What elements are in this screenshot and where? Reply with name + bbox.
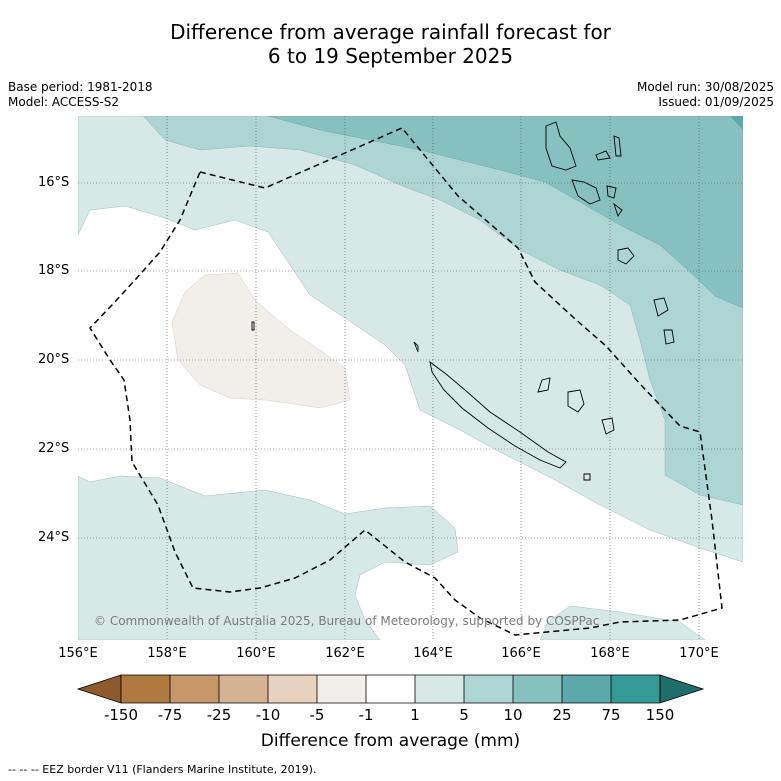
rain-zone-10-25: [267, 116, 743, 309]
loyalty-island-2: [567, 389, 585, 413]
lat-label-16s: 16°S: [38, 175, 70, 190]
rain-zone-dry-patch: [171, 272, 351, 409]
colorbar-segment-8: [464, 675, 513, 703]
vanuatu-island-2: [595, 150, 611, 161]
rain-zone-1-5-south: [78, 475, 459, 640]
colorbar-segment-9: [513, 675, 562, 703]
small-island-1: [583, 473, 591, 481]
colorbar-segment-5: [317, 675, 366, 703]
colorbar-tick-label: -5: [309, 706, 325, 724]
lon-label-170e: 170°E: [679, 646, 719, 661]
vanuatu-island-7: [617, 247, 635, 265]
vanuatu-island-4: [571, 179, 601, 205]
vanuatu-island-9: [663, 329, 675, 345]
lat-label-18s: 18°S: [38, 263, 70, 278]
base-period: Base period: 1981-2018: [8, 80, 153, 94]
colorbar-tick-label: -25: [206, 706, 232, 724]
graticule: [78, 116, 743, 640]
lon-label-160e: 160°E: [236, 646, 276, 661]
lon-label-164e: 164°E: [413, 646, 453, 661]
chart-title: Difference from average rainfall forecas…: [0, 20, 781, 68]
map-area: [78, 116, 743, 640]
copyright-notice: © Commonwealth of Australia 2025, Bureau…: [94, 614, 600, 628]
eez-border: [89, 127, 723, 636]
colorbar-low-extension: [76, 674, 122, 704]
colorbar-high-extension: [659, 674, 705, 704]
lon-label-162e: 162°E: [325, 646, 365, 661]
colorbar-segment-10: [562, 675, 611, 703]
colorbar-tick-label: 25: [552, 706, 572, 724]
model-run: Model run: 30/08/2025: [636, 80, 774, 94]
meta-right: Model run: 30/08/2025 Issued: 01/09/2025: [637, 80, 774, 110]
vanuatu-island-5: [606, 185, 617, 199]
meta-left: Base period: 1981-2018 Model: ACCESS-S2: [8, 80, 153, 110]
colorbar-tick-label: 150: [645, 706, 675, 724]
colorbar-tick-label: 1: [410, 706, 420, 724]
colorbar-segment-11: [611, 675, 660, 703]
coastlines: [251, 121, 675, 481]
small-island-3: [413, 341, 419, 353]
lon-label-158e: 158°E: [147, 646, 187, 661]
lat-label-20s: 20°S: [38, 352, 70, 367]
title-line-2: 6 to 19 September 2025: [267, 44, 514, 68]
loyalty-island-1: [537, 377, 551, 393]
issued-date: Issued: 01/09/2025: [658, 95, 774, 109]
colorbar-tick-label: 10: [503, 706, 523, 724]
colorbar-segment-3: [219, 675, 268, 703]
title-line-1: Difference from average rainfall forecas…: [170, 20, 611, 44]
colorbar-tick-label: 75: [601, 706, 621, 724]
colorbar-tick-label: -150: [103, 706, 139, 724]
colorbar-segment-4: [268, 675, 317, 703]
colorbar-segment-2: [170, 675, 219, 703]
colorbar-tick-label: 5: [459, 706, 469, 724]
loyalty-island-3: [601, 417, 615, 435]
lon-label-156e: 156°E: [58, 646, 98, 661]
vanuatu-island-1: [545, 121, 577, 171]
colorbar-segment-7: [415, 675, 464, 703]
vanuatu-island-8: [653, 297, 669, 317]
colorbar: [76, 674, 705, 704]
lat-label-24s: 24°S: [38, 530, 70, 545]
new-caledonia-coast: [429, 360, 567, 469]
rain-zone-25-75: [730, 116, 743, 130]
colorbar-segment-1: [121, 675, 170, 703]
colorbar-tick-label: -10: [255, 706, 281, 724]
colorbar-title: Difference from average (mm): [260, 731, 521, 751]
small-island-2: [251, 321, 255, 331]
colorbar-segment-6: [366, 675, 415, 703]
rain-zone-5-10: [142, 116, 743, 506]
lon-label-166e: 166°E: [501, 646, 541, 661]
colorbar-tick-label: -1: [358, 706, 374, 724]
model-name: Model: ACCESS-S2: [8, 95, 120, 109]
rain-zone-1-5-southeast: [539, 605, 706, 640]
vanuatu-island-6: [613, 202, 623, 218]
lat-label-22s: 22°S: [38, 441, 70, 456]
eez-footnote: -- -- -- EEZ border V11 (Flanders Marine…: [8, 763, 317, 776]
vanuatu-island-3: [613, 135, 622, 157]
colorbar-tick-label: -75: [157, 706, 183, 724]
lon-label-168e: 168°E: [590, 646, 630, 661]
